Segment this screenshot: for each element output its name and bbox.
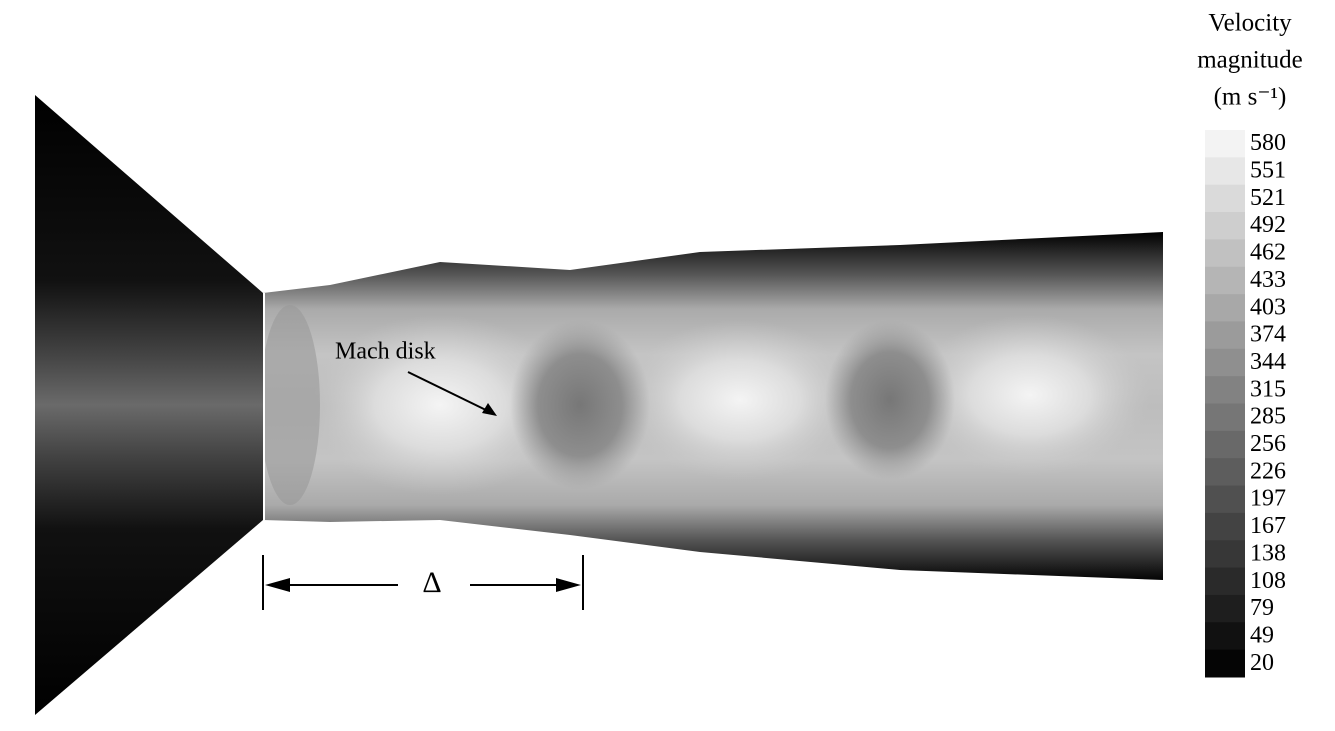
colorbar-swatch: [1205, 239, 1245, 268]
colorbar-swatch: [1205, 266, 1245, 295]
colorbar-swatch: [1205, 184, 1245, 213]
colorbar-tick-label: 315: [1250, 376, 1286, 402]
colorbar-tick-label: 374: [1250, 322, 1286, 348]
colorbar-swatch: [1205, 212, 1245, 240]
jet-plume: [263, 232, 1163, 580]
colorbar-tick-label: 197: [1250, 486, 1286, 512]
colorbar-tick-label: 138: [1250, 540, 1286, 566]
colorbar-swatch: [1205, 512, 1245, 541]
colorbar-swatch: [1205, 567, 1245, 596]
colorbar-swatch: [1205, 403, 1245, 432]
colorbar-tick-label: 226: [1250, 458, 1286, 484]
colorbar-swatch: [1205, 594, 1245, 623]
colorbar-swatch: [1205, 649, 1245, 678]
colorbar-tick-label: 20: [1250, 650, 1274, 676]
colorbar-title: magnitude: [1197, 47, 1303, 74]
colorbar-swatch: [1205, 458, 1245, 487]
colorbar-swatch: [1205, 430, 1245, 459]
mach-disk-label: Mach disk: [335, 339, 436, 365]
colorbar-swatch: [1205, 321, 1245, 350]
colorbar-tick-label: 462: [1250, 240, 1286, 266]
colorbar-tick-label: 344: [1250, 349, 1286, 375]
colorbar-tick-label: 285: [1250, 404, 1286, 430]
colorbar-swatch: [1205, 294, 1245, 322]
colorbar-tick-label: 49: [1250, 622, 1274, 648]
colorbar-swatch: [1205, 130, 1245, 158]
standoff-label: Δ: [422, 566, 441, 599]
colorbar-swatch: [1205, 376, 1245, 404]
colorbar-title: Velocity: [1208, 10, 1292, 37]
arrow-head: [482, 403, 497, 416]
annotation-arrow: [407, 371, 491, 413]
colorbar-tick-label: 492: [1250, 212, 1286, 238]
colorbar-swatch: [1205, 540, 1245, 569]
colorbar-tick-label: 108: [1250, 568, 1286, 594]
colorbar-tick-label: 551: [1250, 158, 1286, 184]
colorbar-tick-label: 580: [1250, 130, 1286, 156]
nozzle: [35, 95, 263, 715]
colorbar-title: (m s⁻¹): [1214, 84, 1287, 111]
colorbar-tick-label: 521: [1250, 185, 1286, 211]
colorbar-tick-label: 167: [1250, 513, 1286, 539]
colorbar-swatch: [1205, 348, 1245, 377]
colorbar-tick-label: 256: [1250, 431, 1286, 457]
colorbar-tick-label: 433: [1250, 267, 1286, 293]
colorbar-swatch: [1205, 622, 1245, 651]
colorbar-tick-label: 79: [1250, 595, 1274, 621]
colorbar-tick-label: 403: [1250, 294, 1286, 320]
colorbar-swatch: [1205, 485, 1245, 514]
colorbar-swatch: [1205, 157, 1245, 186]
